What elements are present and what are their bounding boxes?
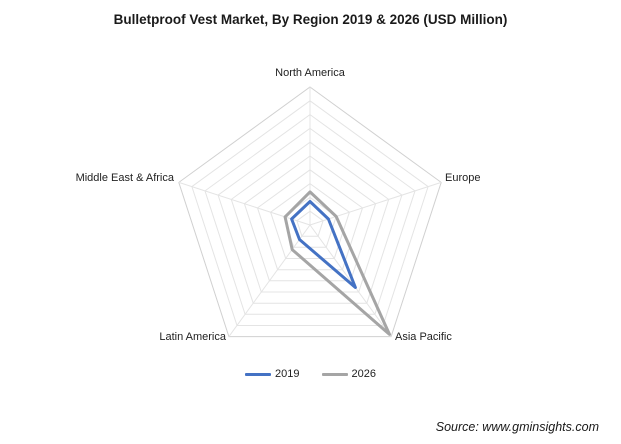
grid-ring-9 xyxy=(191,100,429,326)
axis-labels: North America Europe Asia Pacific Latin … xyxy=(76,67,481,343)
legend: 2019 2026 xyxy=(0,368,621,380)
grid-ring-3 xyxy=(270,182,350,259)
grid-ring-5 xyxy=(243,155,377,282)
chart-title: Bulletproof Vest Market, By Region 2019 … xyxy=(113,12,508,27)
axis-label-latin-america: Latin America xyxy=(159,331,227,343)
grid-ring-4 xyxy=(256,169,364,271)
grid-spoke-1 xyxy=(309,181,442,226)
grid-ring-8 xyxy=(204,113,416,315)
legend-item-2019: 2019 xyxy=(245,368,300,380)
grid-ring-7 xyxy=(217,127,403,304)
axis-label-asia-pacific: Asia Pacific xyxy=(395,331,452,343)
grid-ring-6 xyxy=(230,141,390,293)
grid-spoke-2 xyxy=(309,224,392,337)
legend-item-2026: 2026 xyxy=(321,368,376,380)
series-line-2019 xyxy=(290,200,357,289)
grid-spoke-4 xyxy=(178,181,311,226)
axis-label-middle-east-africa: Middle East & Africa xyxy=(76,172,175,184)
legend-swatch-2026 xyxy=(321,372,348,376)
legend-swatch-2019 xyxy=(245,372,272,376)
radar-series xyxy=(283,190,391,336)
legend-label-2019: 2019 xyxy=(275,368,300,380)
grid-ring-10 xyxy=(178,86,442,338)
grid-ring-1 xyxy=(296,210,324,237)
source-note: Source: www.gminsights.com xyxy=(435,420,599,434)
series-line-2026 xyxy=(283,190,391,336)
grid-spoke-3 xyxy=(228,224,311,337)
axis-label-europe: Europe xyxy=(445,172,480,184)
axis-label-north-america: North America xyxy=(275,67,346,79)
legend-label-2026: 2026 xyxy=(351,368,376,380)
radar-grid xyxy=(178,86,442,338)
